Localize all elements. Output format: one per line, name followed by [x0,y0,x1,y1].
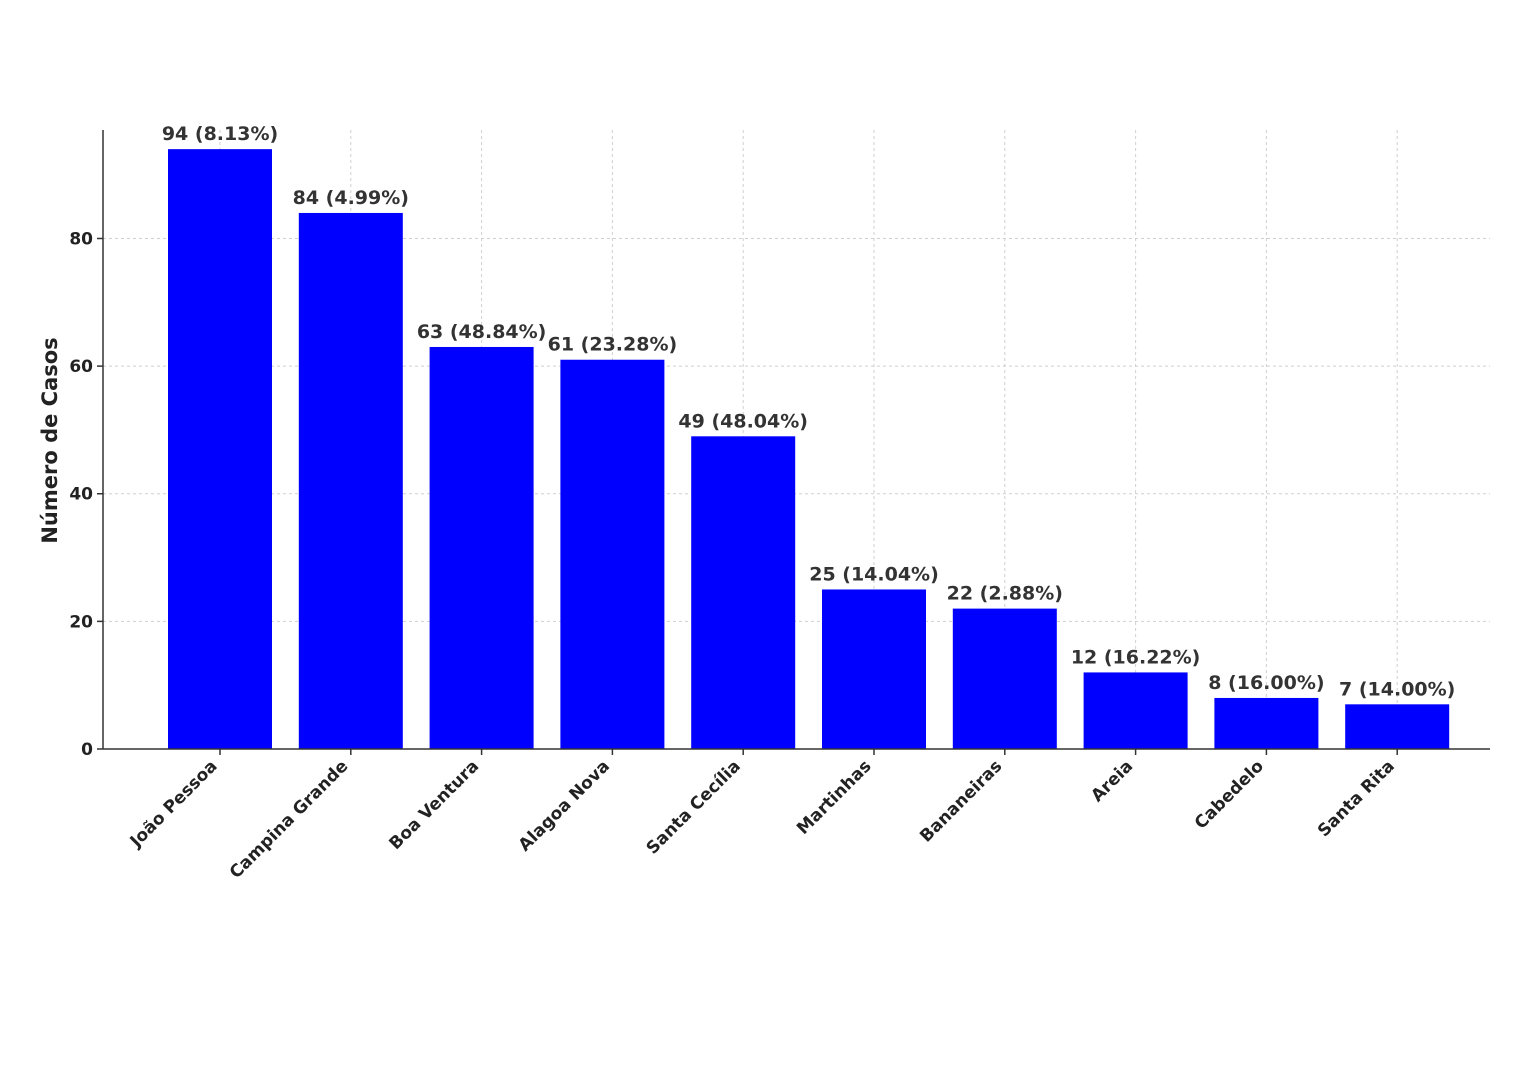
x-tick-label: Boa Ventura [386,756,484,854]
data-label: 94 (8.13%) [162,123,278,145]
bar [298,212,403,750]
x-axis-ticks: João Pessoa Campina Grande Boa Ventura Alag… [126,749,1399,883]
y-tick-label: 40 [69,485,93,505]
x-tick-label: Areia [1087,756,1137,806]
bar [1345,704,1450,749]
bar [822,589,926,749]
data-labels: 94 (8.13%) 84 (4.99%) 63 (48.84%)61 (23.28… [162,123,1456,700]
y-tick-label: 0 [81,740,93,760]
bar [1214,697,1319,749]
x-tick-label: João Pessoa [126,756,222,852]
x-tick-label: Santa Rita [1314,756,1399,841]
y-axis-title: Número de Casos [38,337,62,543]
bar [168,149,272,749]
data-label: 84 (4.99%) [293,187,409,209]
y-tick-label: 80 [69,229,93,249]
bar [691,436,796,749]
bar [952,608,1057,749]
x-tick-label: Campina Grande [226,756,352,882]
x-tick-label: Santa Cecília [643,756,745,858]
x-tick-label: Alagoa Nova [515,756,614,855]
bar [560,359,665,749]
x-tick-label: Martinhas [793,756,875,838]
bar [429,346,534,749]
data-label: 8 (16.00%) [1208,672,1324,694]
data-label: 63 (48.84%) [417,321,547,343]
data-label: 12 (16.22%) [1071,646,1201,668]
y-tick-label: 60 [69,357,93,377]
data-label: 49 (48.04%) [678,410,808,432]
data-label: 7 (14.00%) [1339,678,1455,700]
x-tick-label: Cabedelo [1191,756,1268,833]
data-label: 61 (23.28%) [548,334,678,356]
bar [1083,672,1188,749]
data-label: 22 (2.88%) [947,583,1063,605]
y-axis-ticks: 0 20 40 60 80 [69,229,103,760]
bars [168,149,1450,750]
data-label: 25 (14.04%) [809,563,939,585]
x-tick-label: Bananeiras [916,756,1006,846]
y-tick-label: 20 [69,612,93,632]
